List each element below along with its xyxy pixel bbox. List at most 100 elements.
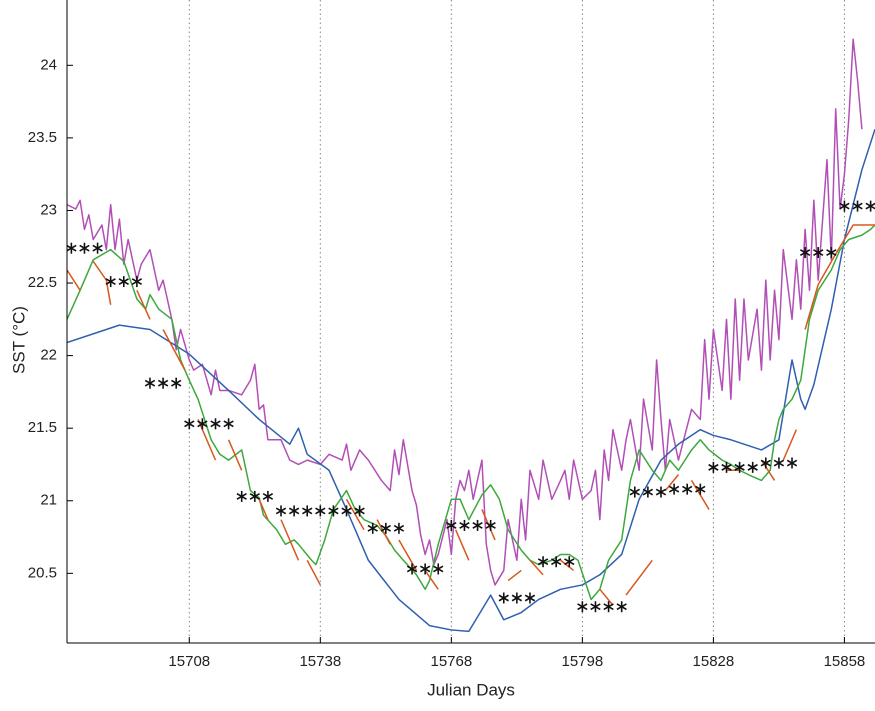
asterisk-stroke — [131, 278, 143, 286]
asterisk-stroke — [642, 488, 654, 496]
asterisk-marker — [367, 522, 378, 534]
asterisk-stroke — [79, 244, 90, 252]
y-tick-label: 20.5 — [28, 564, 57, 581]
asterisk-marker — [171, 377, 182, 389]
asterisk-marker — [551, 556, 562, 568]
series-line — [67, 224, 875, 601]
asterisk-marker — [236, 490, 247, 502]
asterisk-marker — [249, 490, 260, 502]
asterisk-stroke — [629, 488, 640, 496]
asterisk-stroke — [472, 521, 483, 529]
y-tick-label: 23.5 — [28, 129, 57, 146]
asterisk-stroke — [184, 420, 195, 428]
asterisk-stroke — [826, 249, 837, 256]
asterisk-stroke — [236, 492, 247, 500]
asterisk-marker — [773, 457, 785, 469]
asterisk-marker — [826, 247, 837, 259]
asterisk-marker — [79, 242, 90, 254]
asterisk-stroke — [551, 558, 562, 566]
y-tick-label: 21.5 — [28, 419, 57, 436]
asterisk-stroke — [760, 459, 771, 467]
asterisk-marker — [380, 522, 391, 534]
asterisk-marker — [92, 242, 103, 254]
asterisk-stroke — [302, 507, 313, 515]
asterisk-marker — [406, 563, 418, 575]
asterisk-stroke — [223, 420, 234, 428]
asterisk-stroke — [734, 463, 745, 471]
asterisk-marker — [799, 247, 811, 259]
asterisk-stroke — [668, 485, 680, 493]
y-axis-label: SST (°C) — [9, 306, 28, 374]
asterisk-marker — [184, 418, 195, 430]
asterisk-stroke — [564, 558, 575, 566]
asterisk-stroke — [197, 420, 208, 428]
asterisk-stroke — [210, 420, 221, 428]
asterisk-marker — [564, 556, 575, 568]
asterisk-stroke — [380, 524, 391, 532]
asterisk-marker — [288, 505, 300, 517]
asterisk-stroke — [577, 603, 588, 611]
asterisk-stroke — [655, 488, 667, 496]
asterisk-marker — [852, 200, 863, 212]
asterisk-marker — [67, 242, 77, 254]
y-tick-label: 23 — [40, 201, 57, 218]
x-tick-label: 15858 — [824, 653, 866, 670]
y-tick-label: 21 — [40, 492, 57, 509]
asterisk-stroke — [446, 521, 457, 529]
asterisk-marker — [459, 519, 470, 531]
asterisk-marker — [603, 601, 614, 613]
asterisk-stroke — [590, 603, 601, 611]
asterisk-marker — [197, 418, 208, 430]
asterisk-stroke — [708, 463, 719, 471]
asterisk-marker — [223, 418, 234, 430]
asterisk-marker — [433, 563, 444, 575]
asterisk-stroke — [249, 492, 260, 500]
asterisk-stroke — [67, 244, 77, 252]
asterisk-marker — [537, 556, 549, 568]
x-tick-label: 15708 — [168, 653, 210, 670]
asterisk-marker — [315, 505, 326, 517]
asterisk-stroke — [341, 507, 352, 515]
asterisk-stroke — [839, 202, 850, 210]
asterisk-marker — [668, 483, 680, 495]
asterisk-stroke — [721, 463, 732, 471]
x-tick-label: 15738 — [299, 653, 341, 670]
asterisk-marker — [839, 200, 850, 212]
asterisk-marker — [210, 418, 221, 430]
y-tick-label: 22.5 — [28, 274, 57, 291]
asterisk-marker — [721, 461, 732, 473]
series-line — [67, 224, 875, 606]
x-axis-label: Julian Days — [427, 680, 515, 699]
asterisk-stroke — [157, 379, 169, 387]
asterisk-stroke — [262, 492, 274, 500]
asterisk-marker — [655, 486, 667, 498]
asterisk-stroke — [747, 463, 758, 471]
asterisk-marker — [682, 483, 693, 495]
asterisk-stroke — [865, 202, 875, 210]
asterisk-marker — [262, 490, 274, 502]
asterisk-marker — [131, 276, 143, 288]
asterisk-stroke — [406, 565, 418, 573]
asterisk-stroke — [171, 379, 182, 387]
asterisk-marker — [498, 592, 509, 604]
asterisk-marker — [629, 486, 640, 498]
asterisk-stroke — [328, 507, 339, 515]
asterisk-marker — [419, 563, 431, 575]
asterisk-stroke — [354, 507, 365, 515]
grid — [188, 0, 845, 643]
asterisk-marker — [446, 519, 457, 531]
ticks: 15708 15738 15768 15798 15828 15858 20.5 21 21.5… — [28, 56, 865, 670]
asterisk-marker — [275, 505, 287, 517]
asterisk-stroke — [537, 558, 549, 566]
asterisk-marker — [302, 505, 313, 517]
asterisk-stroke — [433, 565, 444, 573]
asterisk-marker — [865, 200, 875, 212]
asterisk-stroke — [799, 249, 811, 256]
asterisk-marker — [577, 601, 588, 613]
series-line — [67, 38, 863, 586]
asterisk-marker — [485, 519, 496, 531]
plot-area — [67, 38, 875, 633]
asterisk-stroke — [498, 594, 509, 602]
asterisk-stroke — [603, 603, 614, 611]
asterisk-stroke — [288, 507, 300, 515]
